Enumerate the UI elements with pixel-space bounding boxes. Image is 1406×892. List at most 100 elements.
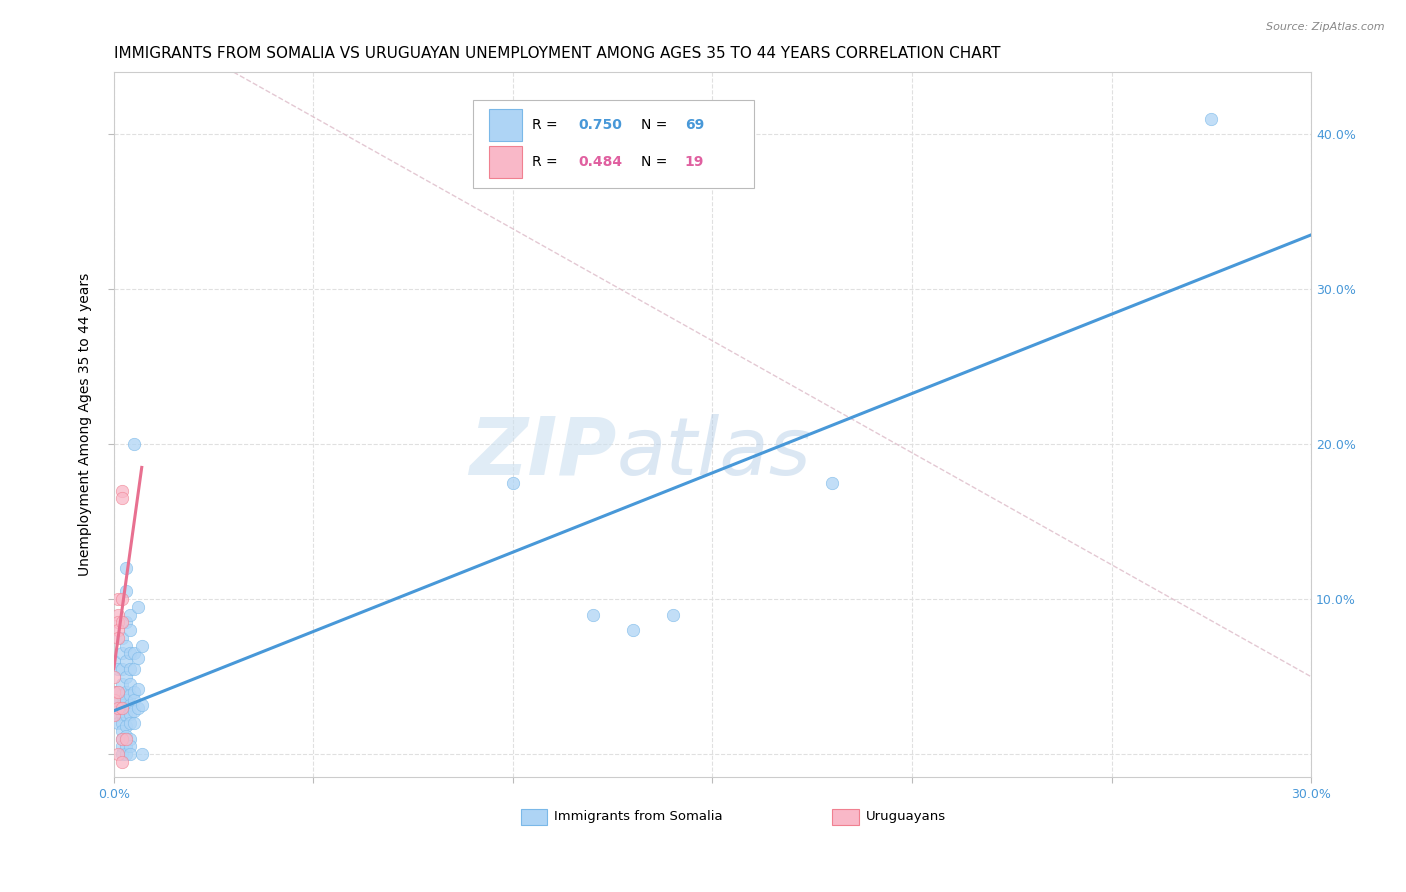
Point	[118, 623, 141, 637]
FancyBboxPatch shape	[472, 100, 755, 188]
Point	[103, 693, 125, 707]
Point	[111, 677, 134, 691]
Point	[103, 685, 125, 699]
Text: Immigrants from Somalia: Immigrants from Somalia	[554, 810, 723, 822]
Point	[111, 755, 134, 769]
Point	[118, 698, 141, 712]
Point	[111, 662, 134, 676]
Point	[111, 491, 134, 506]
Point	[107, 607, 129, 622]
Point	[114, 670, 136, 684]
Point	[114, 639, 136, 653]
Text: R =: R =	[531, 118, 561, 132]
Point	[661, 607, 683, 622]
Point	[111, 739, 134, 754]
Point	[103, 670, 125, 684]
Point	[107, 685, 129, 699]
Point	[118, 706, 141, 721]
Point	[114, 708, 136, 723]
Point	[114, 700, 136, 714]
Text: Uruguayans: Uruguayans	[866, 810, 946, 822]
Point	[122, 704, 145, 718]
Point	[582, 607, 605, 622]
Point	[122, 685, 145, 699]
Point	[114, 584, 136, 599]
Point	[107, 592, 129, 607]
Point	[111, 706, 134, 721]
Point	[103, 700, 125, 714]
Point	[118, 662, 141, 676]
Text: 19: 19	[685, 154, 704, 169]
Point	[107, 662, 129, 676]
Point	[114, 729, 136, 743]
Text: atlas: atlas	[617, 414, 811, 492]
Point	[821, 475, 844, 490]
Point	[111, 731, 134, 746]
Point	[111, 647, 134, 661]
Point	[131, 639, 153, 653]
Point	[118, 716, 141, 731]
Point	[114, 693, 136, 707]
Bar	[488, 109, 522, 141]
Point	[107, 708, 129, 723]
Point	[122, 662, 145, 676]
Bar	[488, 145, 522, 178]
Point	[107, 747, 129, 762]
Point	[131, 747, 153, 762]
Point	[107, 631, 129, 645]
Point	[118, 747, 141, 762]
Point	[127, 599, 149, 614]
Point	[107, 623, 129, 637]
Point	[131, 698, 153, 712]
Point	[118, 731, 141, 746]
Point	[114, 615, 136, 630]
Point	[111, 698, 134, 712]
Point	[122, 437, 145, 451]
Text: N =: N =	[641, 154, 672, 169]
Point	[114, 739, 136, 754]
Point	[114, 747, 136, 762]
Point	[111, 747, 134, 762]
Point	[114, 731, 136, 746]
Bar	[520, 809, 547, 825]
Point	[118, 688, 141, 702]
Point	[107, 700, 129, 714]
Point	[107, 615, 129, 630]
Point	[1201, 112, 1223, 126]
Text: ZIP: ZIP	[470, 414, 617, 492]
Point	[114, 685, 136, 699]
Point	[107, 693, 129, 707]
Point	[127, 700, 149, 714]
Point	[111, 688, 134, 702]
Point	[118, 607, 141, 622]
Point	[111, 700, 134, 714]
Point	[114, 561, 136, 575]
Y-axis label: Unemployment Among Ages 35 to 44 years: Unemployment Among Ages 35 to 44 years	[79, 273, 93, 576]
Point	[122, 693, 145, 707]
Point	[118, 647, 141, 661]
Point	[111, 716, 134, 731]
Text: 0.750: 0.750	[578, 118, 623, 132]
Point	[111, 615, 134, 630]
Point	[107, 685, 129, 699]
Text: Source: ZipAtlas.com: Source: ZipAtlas.com	[1267, 22, 1385, 32]
Text: 0.484: 0.484	[578, 154, 623, 169]
Point	[111, 592, 134, 607]
Point	[114, 719, 136, 733]
Text: 69: 69	[685, 118, 704, 132]
Point	[103, 654, 125, 668]
Text: N =: N =	[641, 118, 672, 132]
Point	[107, 716, 129, 731]
Point	[122, 716, 145, 731]
Point	[114, 654, 136, 668]
Point	[111, 631, 134, 645]
Point	[118, 677, 141, 691]
Point	[103, 693, 125, 707]
Bar	[832, 809, 859, 825]
Point	[103, 708, 125, 723]
Point	[621, 623, 644, 637]
Point	[127, 651, 149, 665]
Point	[122, 647, 145, 661]
Point	[111, 723, 134, 738]
Text: R =: R =	[531, 154, 561, 169]
